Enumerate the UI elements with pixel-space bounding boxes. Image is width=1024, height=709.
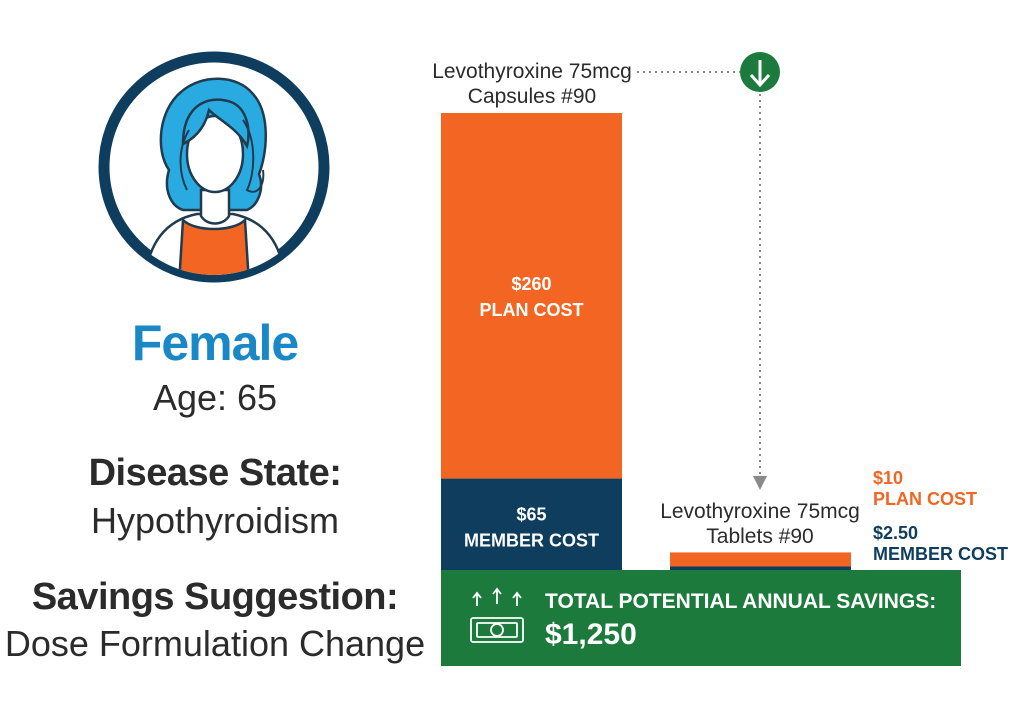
bar-capsules-plan-cost (441, 113, 622, 479)
data-label-capsules-plan-name: PLAN COST (479, 300, 583, 320)
bar-capsules-member-cost (441, 478, 622, 570)
category-label-capsules-line2: Capsules #90 (468, 85, 596, 108)
bar-tablets-plan-cost (670, 552, 851, 567)
down-arrow-icon (740, 52, 780, 92)
data-label-capsules-member-name: MEMBER COST (464, 530, 599, 550)
disease-state-value: Hypothyroidism (90, 500, 340, 541)
gender-label: Female (131, 315, 299, 371)
data-label-capsules-plan-value: $260 (511, 274, 551, 294)
savings-suggestion-value: Dose Formulation Change (4, 623, 426, 664)
woman-avatar-icon (98, 51, 330, 283)
patient-profile: Female Age: 65 Disease State: Hypothyroi… (0, 0, 430, 709)
connector-arrowhead (753, 476, 767, 490)
category-label-tablets-line2: Tablets #90 (706, 525, 813, 548)
disease-state-heading: Disease State: (88, 452, 342, 494)
data-label-tablets-member-value: $2.50 (873, 523, 918, 543)
category-label-tablets-line1: Levothyroxine 75mcg (660, 500, 860, 523)
savings-suggestion-heading: Savings Suggestion: (31, 576, 399, 618)
data-label-tablets-plan-name: PLAN COST (873, 489, 977, 509)
category-label-capsules-line1: Levothyroxine 75mcg (432, 60, 632, 83)
data-label-capsules-member-value: $65 (516, 504, 546, 524)
data-label-tablets-member-name: MEMBER COST (873, 544, 1008, 564)
age-label: Age: 65 (152, 377, 278, 418)
money-savings-icon (470, 587, 524, 643)
savings-value: $1,250 (545, 618, 637, 651)
savings-label: TOTAL POTENTIAL ANNUAL SAVINGS: (545, 590, 936, 613)
savings-banner (441, 570, 961, 666)
data-label-tablets-plan-value: $10 (873, 468, 903, 488)
bar-tablets-member-cost (670, 566, 851, 570)
